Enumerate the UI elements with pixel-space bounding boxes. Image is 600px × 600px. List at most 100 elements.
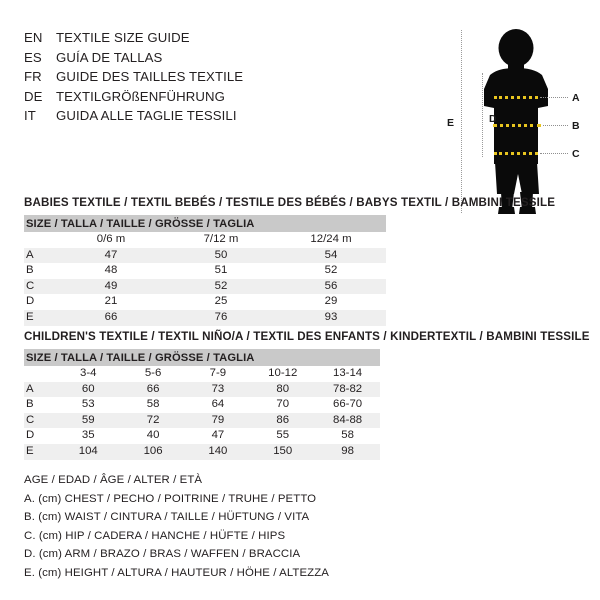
- children-cell-c-4: 84-88: [333, 413, 363, 426]
- babies-col-1: 0/6 m: [96, 233, 126, 245]
- table-row: E 104 106 140 150 98: [24, 443, 380, 460]
- babies-col-0: [24, 232, 56, 248]
- legend-row-d-arm: D. (cm) ARM / BRAZO / BRAS / WAFFEN / BR…: [24, 548, 301, 561]
- legend-row-e-height: E. (cm) HEIGHT / ALTURA / HAUTEUR / HÖHE…: [24, 566, 329, 579]
- children-size-table: 3-4 5-6 7-9 10-12 13-14 A 60 66 73 80 78…: [24, 366, 380, 460]
- babies-column-header-row: 0/6 m 7/12 m 12/24 m: [24, 232, 386, 248]
- language-text-es: GUÍA DE TALLAS: [56, 49, 163, 65]
- babies-cell-c-1: 52: [214, 279, 228, 292]
- children-row-label-a: A: [26, 382, 34, 395]
- legend-row-age: AGE / EDAD / ÂGE / ALTER / ETÀ: [24, 474, 203, 486]
- language-row-it: IT GUIDA ALLE TAGLIE TESSILI: [24, 108, 324, 128]
- babies-cell-b-0: 48: [104, 264, 118, 277]
- children-textile-section: CHILDREN'S TEXTILE / TEXTIL NIÑO/A / TEX…: [24, 330, 590, 460]
- language-code-de: DE: [24, 88, 43, 104]
- children-cell-d-4: 58: [341, 429, 354, 442]
- table-row: A 47 50 54: [24, 247, 386, 264]
- children-cell-a-1: 66: [146, 382, 160, 395]
- children-cell-d-1: 40: [146, 429, 160, 442]
- legend-row-c-hip: C. (cm) HIP / CADERA / HANCHE / HÜFTE / …: [24, 529, 286, 542]
- babies-cell-c-0: 49: [104, 279, 118, 292]
- marker-label-a: A: [572, 92, 580, 104]
- table-row: D 35 40 47 55 58: [24, 428, 380, 444]
- children-cell-a-2: 73: [211, 382, 225, 395]
- babies-col-3: 12/24 m: [310, 233, 352, 245]
- babies-textile-section: BABIES TEXTILE / TEXTIL BEBÉS / TESTILE …: [24, 196, 555, 326]
- language-code-es: ES: [24, 49, 42, 65]
- table-row: C 49 52 56: [24, 278, 386, 295]
- children-col-4: 10-12: [268, 367, 298, 379]
- language-text-en: TEXTILE SIZE GUIDE: [56, 30, 190, 45]
- children-cell-b-4: 66-70: [333, 398, 363, 411]
- waist-measure-band: [493, 124, 541, 127]
- measurement-legend: AGE / EDAD / ÂGE / ALTER / ETÀ A. (cm) C…: [24, 471, 424, 583]
- babies-row-label-a: A: [26, 248, 34, 261]
- children-row-label-c: C: [26, 413, 35, 426]
- leader-line-a: [540, 97, 568, 98]
- language-code-it: IT: [24, 108, 36, 123]
- children-col-0: [24, 366, 56, 382]
- hip-measure-band: [494, 152, 538, 155]
- table-row: D 21 25 29: [24, 294, 386, 310]
- arm-reference-line-d: [482, 73, 483, 157]
- children-row-label-d: D: [26, 429, 35, 442]
- language-code-en: EN: [24, 30, 43, 45]
- children-cell-c-0: 59: [81, 413, 95, 426]
- babies-cell-a-2: 54: [324, 248, 338, 261]
- children-cell-b-3: 70: [276, 398, 290, 411]
- children-cell-d-0: 35: [81, 429, 95, 442]
- children-col-3: 7-9: [209, 367, 227, 379]
- table-row: B 53 58 64 70 66-70: [24, 397, 380, 413]
- marker-label-e: E: [447, 117, 455, 129]
- children-cell-c-1: 72: [146, 413, 160, 426]
- babies-cell-c-2: 56: [324, 279, 338, 292]
- babies-cell-e-2: 93: [324, 310, 338, 323]
- chest-measure-band: [494, 96, 538, 99]
- language-text-it: GUIDA ALLE TAGLIE TESSILI: [56, 108, 237, 123]
- children-col-5: 13-14: [333, 367, 363, 379]
- table-row: A 60 66 73 80 78-82: [24, 381, 380, 398]
- marker-label-d: D: [489, 113, 497, 125]
- babies-size-header-bar: SIZE / TALLA / TAILLE / GRÖSSE / TAGLIA: [24, 215, 386, 232]
- children-cell-b-2: 64: [211, 398, 225, 411]
- measurement-figure-diagram: E D A B C: [432, 28, 600, 216]
- babies-row-label-d: D: [26, 295, 35, 308]
- language-row-es: ES GUÍA DE TALLAS: [24, 50, 324, 70]
- language-text-fr: GUIDE DES TAILLES TEXTILE: [56, 69, 244, 84]
- babies-row-label-c: C: [26, 279, 35, 292]
- children-col-2: 5-6: [144, 367, 162, 379]
- children-cell-b-0: 53: [81, 398, 95, 411]
- leader-line-c: [540, 153, 568, 154]
- marker-label-b: B: [572, 120, 580, 132]
- babies-cell-e-0: 66: [104, 310, 118, 323]
- children-cell-e-2: 140: [208, 444, 228, 457]
- babies-col-2: 7/12 m: [203, 233, 239, 245]
- language-row-de: DE TEXTILGRÖßENFÜHRUNG: [24, 89, 324, 109]
- legend-row-a-chest: A. (cm) CHEST / PECHO / POITRINE / TRUHE…: [24, 492, 317, 505]
- children-cell-a-3: 80: [276, 382, 290, 395]
- children-cell-e-0: 104: [78, 444, 98, 457]
- children-cell-a-0: 60: [81, 382, 95, 395]
- children-col-1: 3-4: [80, 367, 97, 379]
- babies-cell-d-1: 25: [214, 295, 228, 308]
- child-silhouette-icon: [484, 29, 548, 214]
- babies-cell-e-1: 76: [214, 310, 228, 323]
- language-row-en: EN TEXTILE SIZE GUIDE: [24, 30, 324, 50]
- babies-row-label-b: B: [26, 264, 34, 277]
- children-cell-a-4: 78-82: [333, 382, 363, 395]
- leader-line-b: [543, 125, 568, 126]
- language-header: EN TEXTILE SIZE GUIDE ES GUÍA DE TALLAS …: [24, 30, 324, 128]
- children-row-label-b: B: [26, 398, 34, 411]
- table-row: B 48 51 52: [24, 263, 386, 279]
- marker-label-c: C: [572, 148, 580, 160]
- babies-cell-d-2: 29: [324, 295, 338, 308]
- babies-cell-a-0: 47: [104, 248, 118, 261]
- children-cell-e-1: 106: [143, 444, 163, 457]
- language-text-de: TEXTILGRÖßENFÜHRUNG: [56, 88, 225, 104]
- height-reference-line-e: [461, 30, 462, 213]
- babies-size-table: 0/6 m 7/12 m 12/24 m A 47 50 54 B 48 51 …: [24, 232, 386, 326]
- language-row-fr: FR GUIDE DES TAILLES TEXTILE: [24, 69, 324, 89]
- babies-cell-b-1: 51: [214, 264, 228, 277]
- babies-cell-b-2: 52: [324, 264, 338, 277]
- language-code-fr: FR: [24, 69, 42, 84]
